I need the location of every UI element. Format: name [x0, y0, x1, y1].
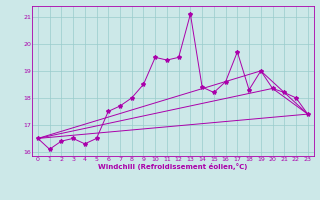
X-axis label: Windchill (Refroidissement éolien,°C): Windchill (Refroidissement éolien,°C)	[98, 163, 247, 170]
